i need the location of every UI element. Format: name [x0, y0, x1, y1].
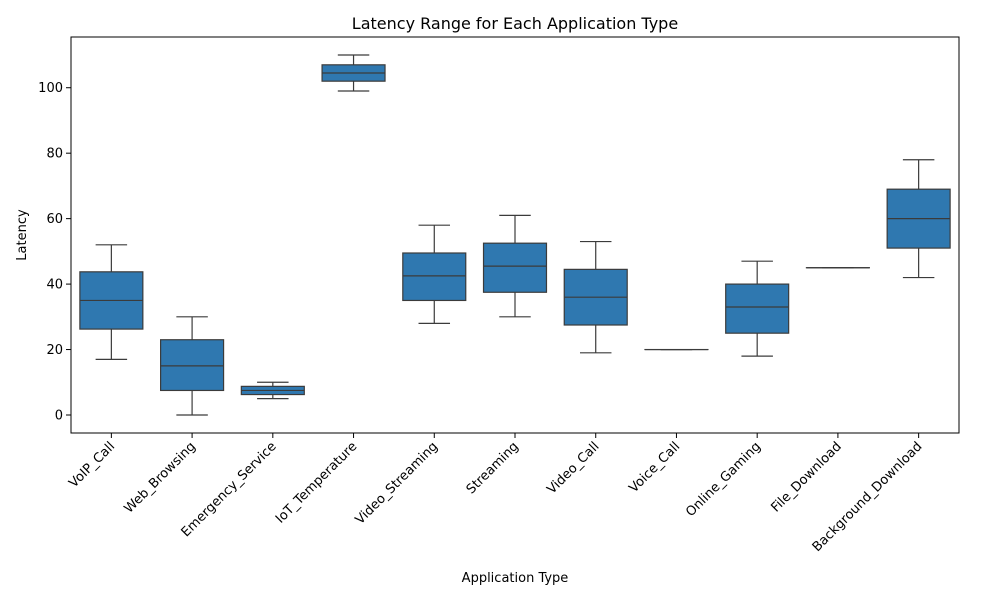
- x-tick-label: File_Download: [768, 439, 844, 515]
- y-tick-label: 60: [46, 212, 63, 227]
- x-tick-label: VoIP_Call: [66, 439, 118, 491]
- box-Online_Gaming: [725, 283, 790, 334]
- x-tick-label: Web_Browsing: [122, 439, 199, 516]
- y-tick-label: 100: [38, 81, 63, 96]
- x-axis-title: Application Type: [462, 571, 569, 586]
- chart-title: Latency Range for Each Application Type: [352, 14, 678, 33]
- x-tick-label: Streaming: [464, 439, 522, 497]
- x-tick-label: Video_Streaming: [353, 439, 441, 527]
- x-tick-label: Video_Call: [544, 439, 602, 497]
- y-tick-label: 80: [46, 147, 63, 162]
- y-tick-label: 20: [46, 343, 63, 358]
- x-tick-label: IoT_Temperature: [273, 439, 360, 526]
- x-tick-label: Online_Gaming: [683, 439, 764, 520]
- box-Streaming: [482, 242, 548, 293]
- y-axis-title: Latency: [15, 209, 30, 261]
- y-tick-label: 0: [55, 409, 63, 424]
- y-tick-label: 40: [46, 278, 63, 293]
- plot-frame: [70, 36, 960, 434]
- box-Video_Streaming: [402, 252, 467, 302]
- x-tick-label: Voice_Call: [626, 439, 683, 496]
- box-Web_Browsing: [160, 339, 225, 392]
